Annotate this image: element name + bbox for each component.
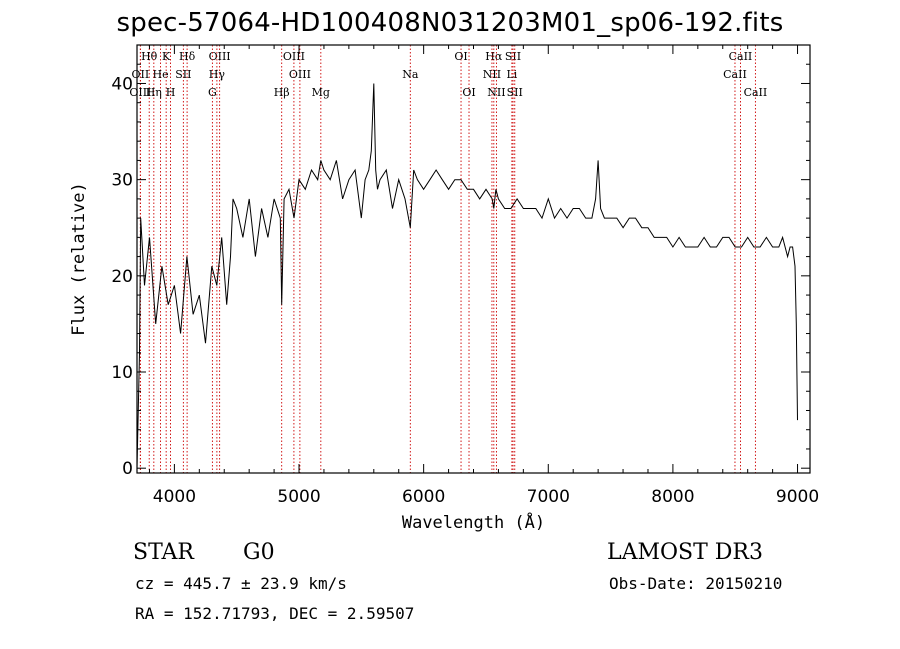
line-marker-label: CaII xyxy=(744,86,768,99)
y-tick-label: 20 xyxy=(111,267,133,287)
line-marker-label: Hδ xyxy=(179,50,196,63)
line-marker-label: G xyxy=(208,86,217,99)
line-marker-label: OIII xyxy=(209,50,231,63)
x-tick-label: 9000 xyxy=(776,487,819,507)
survey-label: LAMOST DR3 xyxy=(607,540,763,565)
line-marker-label: OI xyxy=(462,86,475,99)
line-marker-label: H xyxy=(166,86,176,99)
line-marker-label: OIII xyxy=(283,50,305,63)
x-tick-label: 7000 xyxy=(527,487,570,507)
line-marker-label: Mg xyxy=(312,86,330,99)
line-marker-label: SII xyxy=(175,68,191,81)
line-marker-label: Hθ xyxy=(141,50,158,63)
line-marker-label: OIII xyxy=(289,68,311,81)
line-marker-label: Hα xyxy=(485,50,503,63)
y-tick-label: 40 xyxy=(111,74,133,94)
redshift-cz: cz = 445.7 ± 23.9 km/s xyxy=(135,574,347,593)
axes: 4000 5000 6000 7000 8000 9000 0 10 20 30 40 Wavelen… xyxy=(69,44,819,533)
line-marker-label: Li xyxy=(506,68,517,81)
ra-dec: RA = 152.71793, DEC = 2.59507 xyxy=(135,604,415,623)
x-tick-label: 5000 xyxy=(277,487,320,507)
y-axis-label: Flux (relative) xyxy=(69,182,89,336)
y-tick-label: 0 xyxy=(122,459,133,479)
plot-frame xyxy=(136,44,811,474)
line-marker-label: SII xyxy=(505,50,521,63)
x-tick-label: 4000 xyxy=(153,487,196,507)
obs-date: Obs-Date: 20150210 xyxy=(609,574,783,593)
line-marker-label: Na xyxy=(402,68,419,81)
line-marker-label: SII xyxy=(507,86,523,99)
spectrum-line xyxy=(136,83,798,469)
chart-title: spec-57064-HD100408N031203M01_sp06-192.f… xyxy=(116,8,784,38)
subclass-label: G0 xyxy=(243,540,275,565)
x-tick-label: 8000 xyxy=(651,487,694,507)
y-tick-label: 10 xyxy=(111,363,133,383)
line-marker-label: K xyxy=(162,50,171,63)
line-marker-label: CaII xyxy=(729,50,753,63)
line-marker-label: NII xyxy=(487,86,505,99)
line-marker-label: He xyxy=(153,68,169,81)
line-marker-label: OIII xyxy=(129,86,151,99)
class-label: STAR xyxy=(133,540,194,565)
line-marker-label: Hγ xyxy=(209,68,226,81)
x-tick-label: 6000 xyxy=(402,487,445,507)
line-marker-label: Hη xyxy=(146,86,162,99)
line-marker-label: OI xyxy=(454,50,467,63)
line-marker-label: NII xyxy=(483,68,501,81)
line-marker-label: CaII xyxy=(723,68,747,81)
y-tick-label: 30 xyxy=(111,171,133,191)
x-axis-label: Wavelength (Å) xyxy=(402,511,545,533)
line-marker-label: Hβ xyxy=(274,86,290,99)
